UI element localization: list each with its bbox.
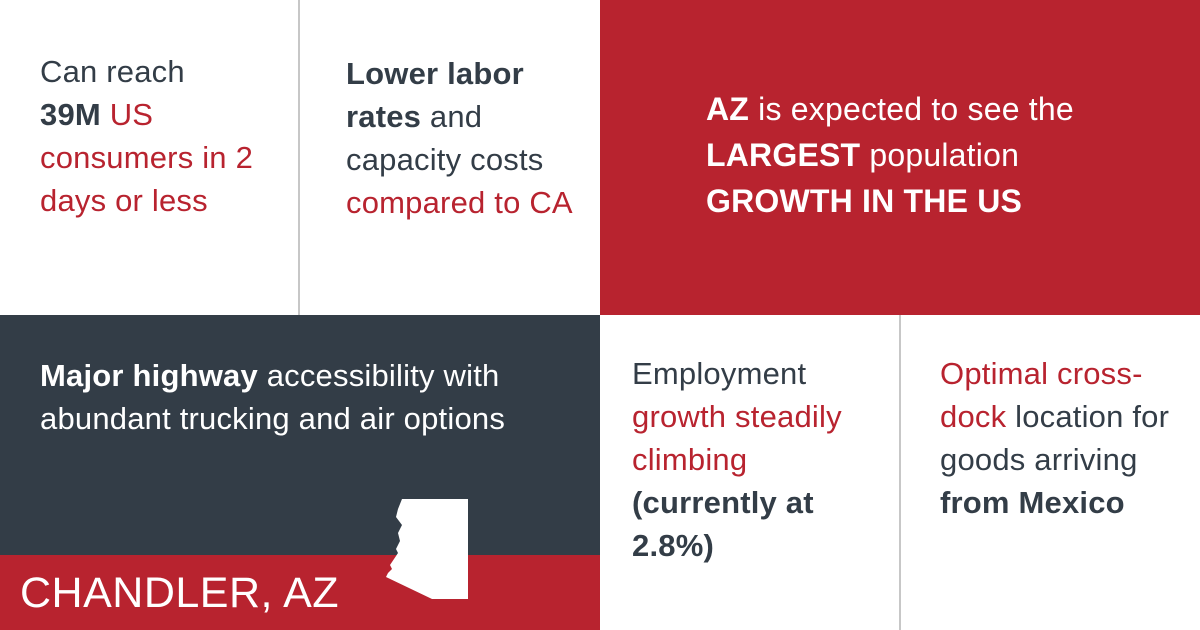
location-banner xyxy=(0,555,600,630)
reach-country: US xyxy=(100,97,154,132)
population-panel xyxy=(600,0,1200,315)
population-text: AZ is expected to see the LARGEST popula… xyxy=(706,86,1166,224)
arizona-state-icon xyxy=(386,499,468,599)
crossdock-origin: from Mexico xyxy=(940,485,1125,520)
reach-intro: Can reach xyxy=(40,54,185,89)
highway-text: Major highway accessibility with abundan… xyxy=(40,354,580,440)
crossdock-highlight: Optimal cross-dock xyxy=(940,356,1143,434)
population-largest: LARGEST xyxy=(706,137,861,173)
crossdock-text: Optimal cross-dock location for goods ar… xyxy=(940,352,1190,524)
divider xyxy=(298,0,300,315)
labor-highlight: Lower labor rates xyxy=(346,56,524,134)
crossdock-middle: location for goods arriving xyxy=(940,399,1170,477)
reach-panel xyxy=(0,0,299,315)
labor-panel xyxy=(300,0,600,315)
employment-growth: growth steadily climbing xyxy=(632,399,842,477)
population-growth: GROWTH IN THE US xyxy=(706,183,1023,219)
employment-intro: Employment xyxy=(632,356,807,391)
population-state: AZ xyxy=(706,91,750,127)
labor-text: Lower labor rates and capacity costs com… xyxy=(346,52,596,224)
employment-rate: (currently at 2.8%) xyxy=(632,485,814,563)
reach-stat: 39M xyxy=(40,97,101,132)
labor-comparison: compared to CA xyxy=(346,185,573,220)
highway-detail: accessibility with abundant trucking and… xyxy=(40,358,506,436)
highway-panel xyxy=(0,315,600,555)
divider xyxy=(899,315,901,630)
employment-text: Employment growth steadily climbing (curr… xyxy=(632,352,892,567)
location-label: CHANDLER, AZ xyxy=(20,569,340,617)
employment-panel xyxy=(600,315,900,630)
highway-highlight: Major highway xyxy=(40,358,258,393)
population-expected: is expected to see the xyxy=(749,91,1074,127)
reach-text: Can reach 39M US consumers in 2 days or le… xyxy=(40,50,290,222)
population-word: population xyxy=(860,137,1020,173)
labor-middle: and capacity costs xyxy=(346,99,544,177)
reach-detail: consumers in 2 days or less xyxy=(40,140,254,218)
crossdock-panel xyxy=(901,315,1200,630)
